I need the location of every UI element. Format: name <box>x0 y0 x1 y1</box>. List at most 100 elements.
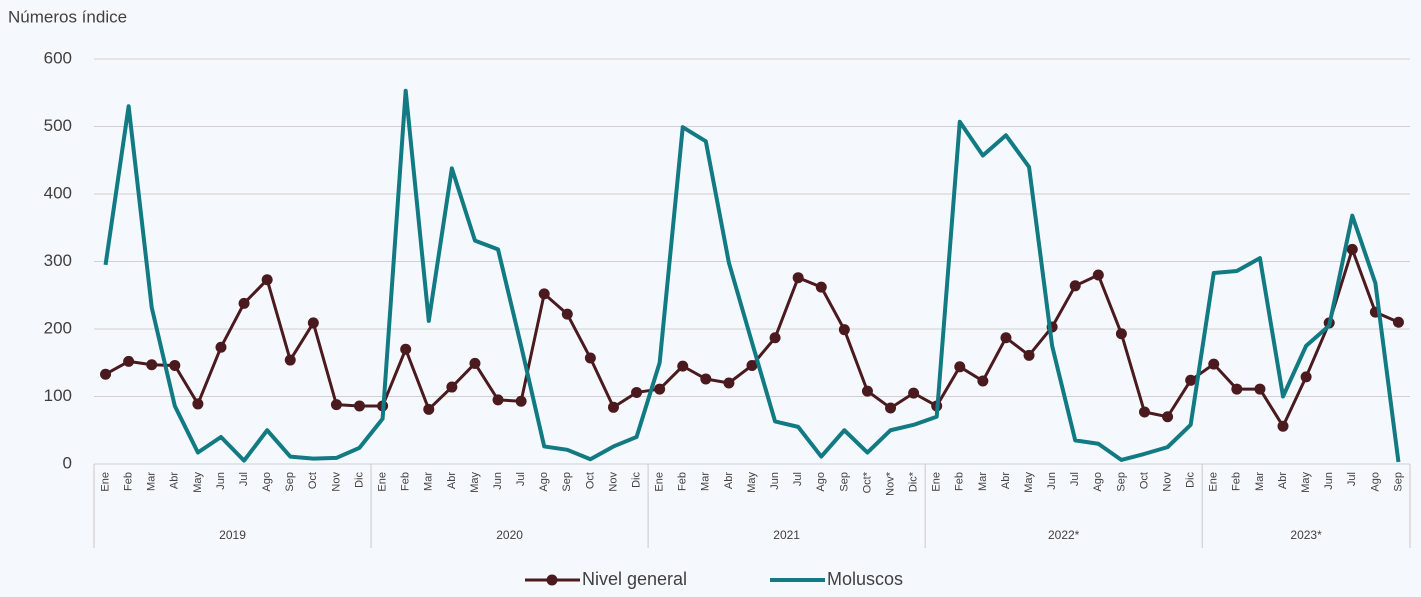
x-tick-label: Nov* <box>884 471 896 496</box>
group-label: 2023* <box>1290 528 1322 542</box>
x-tick-label: Sep <box>284 472 296 492</box>
x-tick-label: Oct <box>307 472 319 489</box>
x-tick-label: May <box>746 472 758 493</box>
x-tick-label: May <box>469 472 481 493</box>
x-tick-label: Oct* <box>861 471 873 493</box>
data-point <box>1277 420 1289 432</box>
data-point <box>861 385 873 397</box>
x-tick-label: Feb <box>1231 472 1243 491</box>
x-tick-label: Nov <box>330 472 342 492</box>
data-point <box>1092 269 1104 281</box>
data-point <box>700 373 712 385</box>
data-point <box>1254 383 1266 395</box>
x-tick-label: Ago <box>1369 472 1381 492</box>
data-point <box>1023 349 1035 361</box>
data-point <box>169 359 181 371</box>
data-point <box>838 324 850 336</box>
group-label: 2022* <box>1048 528 1080 542</box>
legend-marker <box>546 574 558 586</box>
data-point <box>1392 316 1404 328</box>
x-tick-label: Ene <box>1208 472 1220 492</box>
x-tick-label: Mar <box>423 472 435 491</box>
x-tick-label: Dic <box>630 472 642 488</box>
x-tick-label: Ene <box>99 472 111 492</box>
y-tick-label: 600 <box>44 48 72 67</box>
data-point <box>446 381 458 393</box>
group-label: 2019 <box>219 528 246 542</box>
x-tick-label: Dic <box>1185 472 1197 488</box>
x-tick-label: Sep <box>1392 472 1404 492</box>
data-point <box>515 395 527 407</box>
x-tick-label: May <box>1300 472 1312 493</box>
data-point <box>584 352 596 364</box>
x-tick-label: Feb <box>400 472 412 491</box>
legend-label: Nivel general <box>582 569 687 589</box>
group-label: 2020 <box>496 528 523 542</box>
y-tick-label: 300 <box>44 251 72 270</box>
x-tick-label: Abr <box>1277 472 1289 489</box>
x-tick-label: Mar <box>1254 472 1266 491</box>
x-tick-label: Jun <box>215 472 227 490</box>
x-tick-label: Oct <box>1138 472 1150 489</box>
data-point <box>469 357 481 369</box>
x-tick-label: Jul <box>238 472 250 486</box>
data-point <box>769 332 781 344</box>
data-point <box>1000 332 1012 344</box>
x-tick-label: Ene <box>931 472 943 492</box>
data-point <box>908 387 920 399</box>
data-point <box>723 377 735 389</box>
data-point <box>1300 371 1312 383</box>
data-point <box>815 281 827 293</box>
x-tick-label: Ene <box>654 472 666 492</box>
data-point <box>400 343 412 355</box>
data-point <box>1346 243 1358 255</box>
data-point <box>561 308 573 320</box>
data-point <box>607 401 619 413</box>
x-tick-label: Ago <box>261 472 273 492</box>
data-point <box>654 383 666 395</box>
data-point <box>538 288 550 300</box>
x-tick-label: Jun <box>1323 472 1335 490</box>
x-tick-label: Mar <box>700 472 712 491</box>
data-point <box>631 386 643 398</box>
x-tick-label: Abr <box>169 472 181 489</box>
data-point <box>1138 406 1150 418</box>
x-tick-label: Jul <box>1346 472 1358 486</box>
group-label: 2021 <box>773 528 800 542</box>
data-point <box>792 272 804 284</box>
data-point <box>192 398 204 410</box>
x-tick-label: Jul <box>792 472 804 486</box>
data-point <box>1069 280 1081 292</box>
x-tick-label: Nov <box>1161 472 1173 492</box>
x-tick-label: Ago <box>1092 472 1104 492</box>
x-tick-label: Nov <box>607 472 619 492</box>
data-point <box>492 394 504 406</box>
x-tick-label: Jul <box>1069 472 1081 486</box>
x-tick-label: Oct <box>584 472 596 489</box>
legend-label: Moluscos <box>827 569 903 589</box>
data-point <box>238 297 250 309</box>
x-tick-label: Feb <box>677 472 689 491</box>
data-point <box>146 359 158 371</box>
x-tick-label: Ago <box>815 472 827 492</box>
y-tick-label: 200 <box>44 318 72 337</box>
data-point <box>123 355 135 367</box>
series-line <box>103 88 1401 463</box>
data-point <box>1208 358 1220 370</box>
x-tick-label: Abr <box>723 472 735 489</box>
y-axis-label: Números índice <box>8 7 127 26</box>
data-point <box>746 359 758 371</box>
x-tick-label: Mar <box>146 472 158 491</box>
data-point <box>677 360 689 372</box>
data-point <box>423 403 435 415</box>
x-tick-label: Feb <box>123 472 135 491</box>
data-point <box>885 402 897 414</box>
data-point <box>954 361 966 373</box>
data-point <box>261 274 273 286</box>
x-tick-label: May <box>1023 472 1035 493</box>
x-tick-label: Sep <box>838 472 850 492</box>
y-tick-label: 400 <box>44 183 72 202</box>
x-tick-label: Ene <box>377 472 389 492</box>
data-point <box>307 317 319 329</box>
